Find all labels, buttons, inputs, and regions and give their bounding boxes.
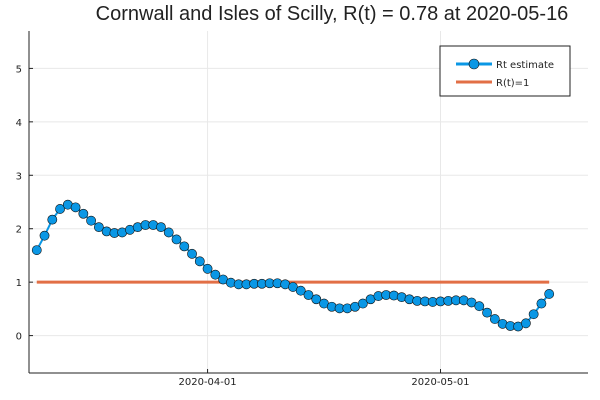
rt-estimate-point: [93, 222, 104, 233]
rt-estimate-point: [520, 318, 531, 329]
y-tick-label: 1: [16, 278, 22, 289]
rt-estimate-point: [179, 241, 190, 252]
rt-estimate-point: [482, 307, 492, 318]
x-tick-label: 2020-04-01: [179, 377, 237, 388]
legend-box: [439, 45, 571, 97]
rt-estimate-line: [35, 203, 550, 328]
rt-estimate-point: [187, 248, 197, 259]
rt-estimate-point: [210, 269, 221, 280]
rt-estimate-point: [194, 256, 205, 267]
rt-estimate-point: [70, 202, 81, 213]
rt-estimate-point: [171, 234, 182, 245]
rt-estimate-point: [86, 215, 97, 226]
y-tick-label: 2: [16, 225, 22, 236]
y-tick-label: 4: [16, 118, 22, 129]
legend-label-r1: R(t)=1: [496, 78, 529, 89]
rt-estimate-point: [536, 298, 547, 309]
rt-estimate-point: [47, 214, 58, 225]
y-tick-label: 3: [16, 171, 22, 182]
rt-estimate-point: [39, 230, 50, 241]
legend: Rt estimate R(t)=1: [439, 45, 571, 97]
rt-estimate-point: [202, 263, 213, 274]
rt-estimate-point: [163, 227, 174, 238]
rt-estimate-point: [303, 290, 314, 300]
rt-estimate-point: [357, 298, 368, 309]
chart-title: Cornwall and Isles of Scilly, R(t) = 0.7…: [96, 3, 569, 25]
legend-rt-marker: [468, 58, 480, 70]
rt-estimate-point: [295, 285, 306, 296]
rt-estimate-point: [544, 289, 555, 299]
x-tick-label: 2020-05-01: [411, 377, 469, 388]
y-tick-label: 5: [16, 64, 22, 75]
rt-estimate-point: [156, 222, 166, 233]
series-layer: [31, 199, 555, 332]
rt-estimate-point: [31, 245, 42, 255]
axes: 0 1 2 3 4 5 2020-04-01 2020-05-01: [16, 31, 588, 388]
rt-estimate-point: [489, 314, 500, 324]
rt-estimate-point: [311, 294, 322, 305]
rt-estimate-point: [55, 204, 65, 214]
rt-estimate-point: [474, 301, 485, 312]
rt-estimate-point: [528, 309, 539, 320]
rt-estimate-point: [78, 208, 89, 219]
legend-label-rt: Rt estimate: [496, 60, 554, 71]
y-tick-label: 0: [16, 332, 22, 343]
